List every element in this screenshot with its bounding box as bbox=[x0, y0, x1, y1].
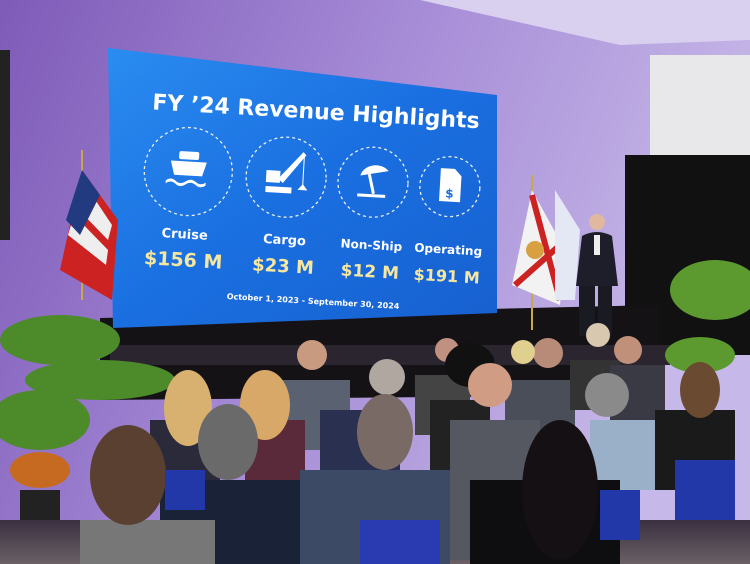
dollar-document-icon: $ bbox=[439, 168, 462, 203]
us-flag bbox=[60, 170, 118, 300]
cruise-ship-icon bbox=[165, 151, 207, 188]
category-label: Operating bbox=[414, 241, 483, 259]
crane-icon bbox=[265, 152, 308, 194]
category-value: $191 M bbox=[413, 265, 480, 288]
non-ship-circle bbox=[337, 146, 409, 218]
beach-umbrella-icon bbox=[357, 165, 389, 198]
potted-plant-right bbox=[665, 260, 750, 373]
ceiling bbox=[420, 0, 750, 45]
category-value: $23 M bbox=[252, 254, 315, 279]
category-label: Cruise bbox=[161, 226, 208, 244]
side-speaker bbox=[0, 50, 10, 240]
speaker bbox=[576, 214, 618, 336]
potted-plant-left bbox=[0, 315, 175, 535]
svg-text:$: $ bbox=[445, 186, 454, 200]
category-value: $12 M bbox=[340, 261, 399, 284]
audience bbox=[80, 323, 735, 564]
cargo-circle bbox=[245, 136, 327, 218]
category-value: $156 M bbox=[143, 247, 223, 273]
city-flag bbox=[555, 190, 580, 300]
category-label: Non-Ship bbox=[340, 236, 403, 254]
category-label: Cargo bbox=[263, 232, 307, 249]
cruise-circle bbox=[143, 126, 233, 217]
window bbox=[650, 55, 750, 165]
operating-circle bbox=[419, 155, 481, 218]
